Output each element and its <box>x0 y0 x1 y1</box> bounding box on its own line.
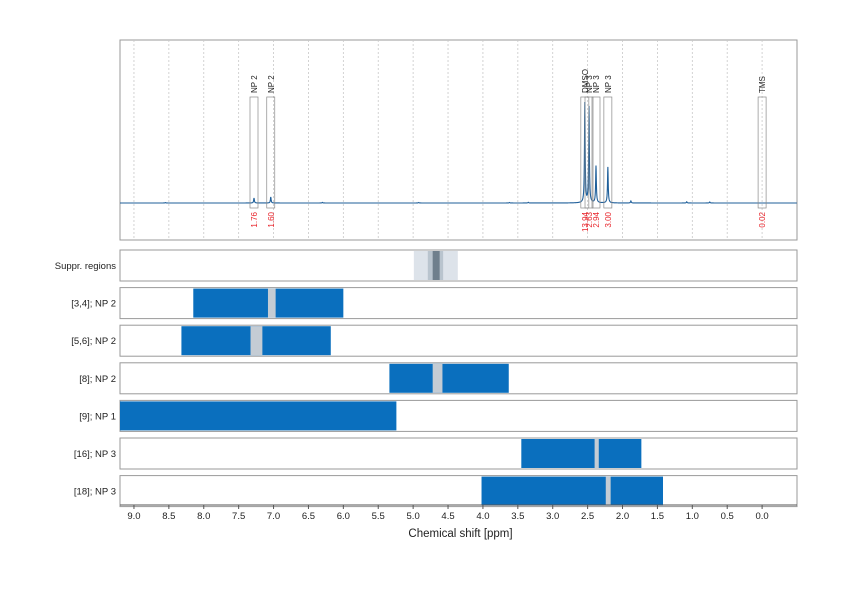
peak-label: NP 3 <box>585 75 594 93</box>
row-gap <box>267 288 276 318</box>
peak-label: DMSO <box>581 69 590 93</box>
assignment-row: [18]; NP 3 <box>74 475 798 508</box>
peak-box <box>266 96 276 209</box>
x-axis-title: Chemical shift [ppm] <box>408 528 512 540</box>
row-label: [9]; NP 1 <box>79 411 116 422</box>
peak-box <box>591 96 601 209</box>
peak-annotation: NP 2 1.76 <box>249 75 259 228</box>
row-block <box>521 439 642 468</box>
assignment-row: [5,6]; NP 2 <box>71 324 798 357</box>
peak-label: NP 3 <box>592 75 601 93</box>
peak-label: NP 3 <box>604 75 613 93</box>
x-tick-label: 9.0 <box>127 511 140 522</box>
peak-box <box>584 96 594 209</box>
x-tick-label: 5.5 <box>372 511 385 522</box>
x-tick-label: 8.0 <box>197 511 210 522</box>
x-tick-label: 2.5 <box>581 511 594 522</box>
peak-annotation: NP 3 3.00 <box>603 75 613 228</box>
row-label: [5,6]; NP 2 <box>71 336 116 347</box>
row-frame <box>119 437 798 470</box>
peak-integral: 2.94 <box>592 211 601 227</box>
x-tick-label: 7.5 <box>232 511 245 522</box>
peak-box <box>757 96 767 209</box>
suppr-row-label: Suppr. regions <box>55 261 117 272</box>
row-frame <box>119 475 798 508</box>
peak-integral: 2.63 <box>585 211 594 227</box>
row-gap <box>605 476 611 506</box>
row-gap <box>594 439 599 468</box>
assignment-row: [8]; NP 2 <box>79 362 798 395</box>
peak-annotation: TMS 0.02 <box>757 76 767 228</box>
peak-label: NP 2 <box>250 75 259 93</box>
x-tick-label: 1.5 <box>651 511 664 522</box>
peak-integral: 1.60 <box>267 211 276 227</box>
x-tick-label: 8.5 <box>162 511 175 522</box>
spectrum-trace <box>120 101 797 204</box>
peak-annotation: NP 2 1.60 <box>266 75 276 228</box>
assignment-row: [16]; NP 3 <box>74 437 798 470</box>
x-tick-label: 0.0 <box>755 511 768 522</box>
x-tick-label: 3.0 <box>546 511 559 522</box>
spectrum-panel-frame <box>119 39 798 241</box>
peak-integral: 13.94 <box>581 211 590 232</box>
peak-integral: 1.76 <box>250 211 259 227</box>
row-label: [8]; NP 2 <box>79 374 116 385</box>
x-tick-label: 6.0 <box>337 511 350 522</box>
x-tick-label: 0.5 <box>721 511 734 522</box>
peak-integral: 0.02 <box>758 211 767 227</box>
x-tick-label: 6.5 <box>302 511 315 522</box>
peak-annotation: NP 3 2.94 <box>591 75 601 228</box>
peak-label: TMS <box>758 76 767 93</box>
x-tick-label: 3.5 <box>511 511 524 522</box>
x-tick-label: 4.0 <box>476 511 489 522</box>
row-label: [18]; NP 3 <box>74 487 116 498</box>
row-block <box>481 476 663 506</box>
row-block <box>120 401 397 431</box>
peak-label: NP 2 <box>267 75 276 93</box>
x-tick-label: 1.0 <box>686 511 699 522</box>
suppr-row-frame <box>119 249 798 282</box>
peak-box <box>249 96 259 209</box>
x-tick-label: 2.0 <box>616 511 629 522</box>
suppr-region-inner <box>432 251 440 280</box>
row-label: [16]; NP 3 <box>74 449 116 460</box>
row-gap <box>432 363 443 393</box>
assignment-row: [9]; NP 1 <box>79 399 798 432</box>
assignment-row: [3,4]; NP 2 <box>71 287 798 320</box>
row-gap <box>250 326 263 356</box>
x-tick-label: 4.5 <box>441 511 454 522</box>
peak-annotation: NP 3 2.63 <box>584 75 594 228</box>
x-tick-label: 5.0 <box>407 511 420 522</box>
row-block <box>389 363 509 393</box>
row-label: [3,4]; NP 2 <box>71 299 116 310</box>
peak-integral: 3.00 <box>604 211 613 227</box>
peak-box <box>603 96 613 209</box>
x-tick-label: 7.0 <box>267 511 280 522</box>
